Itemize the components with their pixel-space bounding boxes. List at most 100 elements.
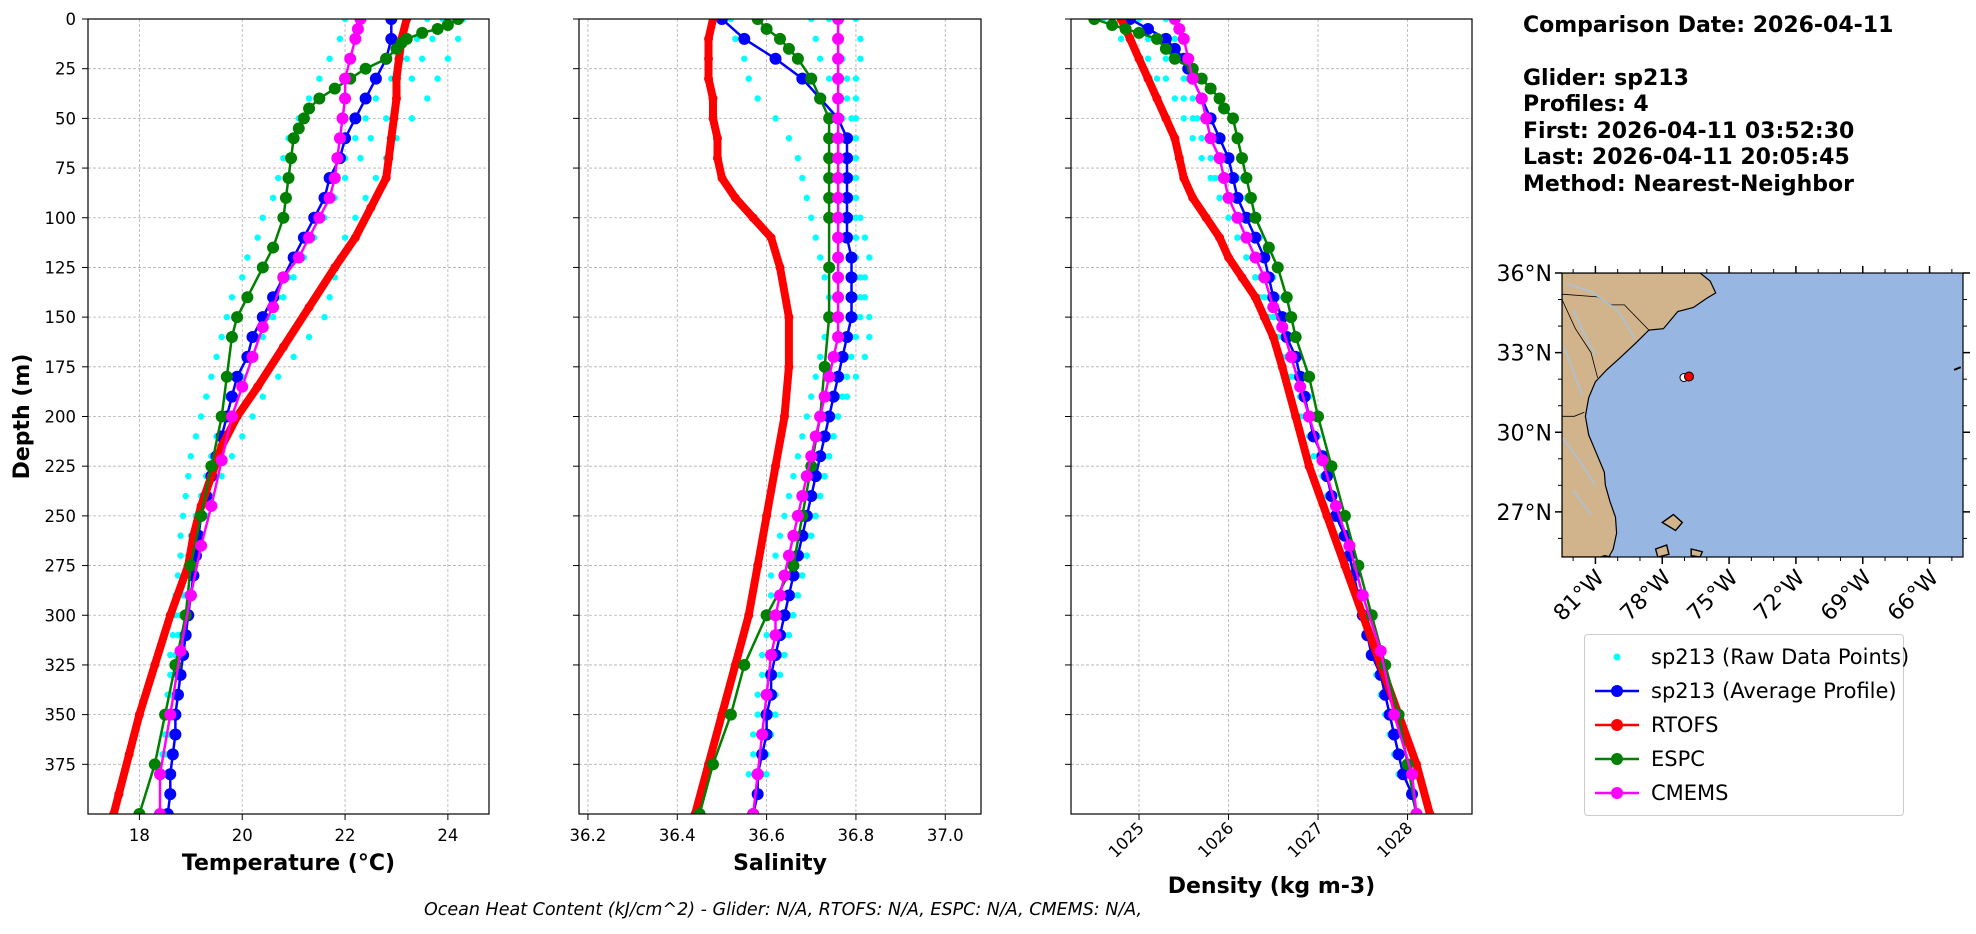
raw-data-point <box>1287 373 1295 380</box>
series-point <box>760 688 773 701</box>
y-tick-label: 300 <box>45 606 77 625</box>
series-point <box>165 610 175 620</box>
series-point <box>402 19 412 24</box>
series-point <box>1325 460 1338 473</box>
raw-data-point <box>763 771 770 778</box>
raw-data-point <box>817 353 824 361</box>
raw-data-point <box>852 19 860 23</box>
series-point <box>1397 768 1410 781</box>
raw-data-point <box>750 731 757 738</box>
series-point <box>134 710 144 720</box>
raw-data-point <box>861 294 869 301</box>
raw-data-point <box>197 413 205 420</box>
raw-data-point <box>223 313 231 321</box>
series-point <box>385 32 398 45</box>
series-point <box>184 559 197 572</box>
series-point <box>1280 291 1293 304</box>
series-point <box>220 370 233 383</box>
raw-data-point <box>290 274 297 281</box>
raw-data-point <box>857 313 864 321</box>
series-point <box>751 768 764 781</box>
raw-data-point <box>861 234 869 241</box>
series-point <box>1285 350 1298 363</box>
series-point <box>164 788 177 801</box>
series-point <box>823 410 836 423</box>
series-point <box>1406 768 1419 781</box>
series-point <box>246 331 259 343</box>
series-point <box>278 342 288 352</box>
series-point <box>756 728 769 741</box>
series-point <box>330 262 340 272</box>
series-point <box>1392 748 1405 761</box>
series-point <box>133 808 146 814</box>
series-point <box>751 19 764 25</box>
series-point <box>771 461 781 471</box>
series-point <box>441 19 454 31</box>
series-point <box>256 261 269 274</box>
raw-data-point <box>803 194 810 202</box>
raw-data-point <box>1180 115 1187 122</box>
series-point <box>730 660 740 670</box>
panel-2: 36.2 36.4 36.6 36.8 37.0 Salinity <box>570 18 982 876</box>
raw-data-point <box>754 691 761 698</box>
raw-data-point <box>741 55 748 62</box>
series-point <box>805 450 818 463</box>
series-point <box>1227 112 1240 125</box>
legend-item-espc: ESPC <box>1593 744 1705 774</box>
raw-data-point <box>280 294 287 301</box>
series-point <box>704 74 714 84</box>
y-tick-label: 100 <box>45 209 77 228</box>
series-point <box>823 112 836 125</box>
raw-data-point <box>228 453 236 460</box>
series-point <box>1340 561 1350 571</box>
series-point <box>366 203 376 213</box>
series-point <box>1388 728 1401 741</box>
plot-area <box>1088 19 1435 814</box>
raw-data-point <box>1198 154 1205 162</box>
raw-data-point <box>794 154 802 162</box>
series-point <box>1388 708 1401 721</box>
legend-cmems-line-icon <box>1595 787 1639 799</box>
raw-data-point <box>1243 254 1250 261</box>
series-point <box>1271 261 1284 274</box>
raw-data-point <box>192 433 200 440</box>
raw-data-point <box>772 115 779 122</box>
series-point <box>738 658 751 671</box>
series-point <box>712 153 722 163</box>
series-point <box>1240 172 1253 184</box>
series-point <box>1289 331 1302 343</box>
series-point <box>1116 19 1126 24</box>
series-point <box>823 211 836 224</box>
x-tick-label: 24 <box>437 826 458 845</box>
raw-data-point <box>852 154 860 162</box>
series-point <box>775 262 785 272</box>
series-point <box>304 302 314 312</box>
x-tick-label: 20 <box>232 826 253 845</box>
series-point <box>1215 233 1225 243</box>
x-tick-label: 37.0 <box>927 826 964 845</box>
raw-data-point <box>208 373 215 380</box>
series-point <box>267 301 280 314</box>
raw-data-point <box>861 274 869 281</box>
series-point <box>1125 34 1135 44</box>
series-point <box>344 52 357 65</box>
y-tick-label: 375 <box>45 755 77 774</box>
series-point <box>256 321 269 334</box>
series-point <box>184 589 197 602</box>
series-point <box>313 92 326 105</box>
series-point <box>359 62 372 75</box>
series-point <box>351 22 364 35</box>
raw-data-point <box>852 174 860 182</box>
raw-data-point <box>1225 214 1232 221</box>
series-point <box>1267 301 1280 314</box>
raw-data-point <box>812 373 819 380</box>
series-point <box>166 748 179 761</box>
y-tick-label: 75 <box>55 159 76 178</box>
series-point <box>1249 231 1262 244</box>
series-point <box>1237 272 1247 282</box>
series-point <box>1150 32 1163 45</box>
raw-data-point <box>763 631 770 639</box>
raw-data-point <box>852 373 860 380</box>
y-tick-label: 175 <box>45 358 77 377</box>
series-point <box>153 768 166 781</box>
